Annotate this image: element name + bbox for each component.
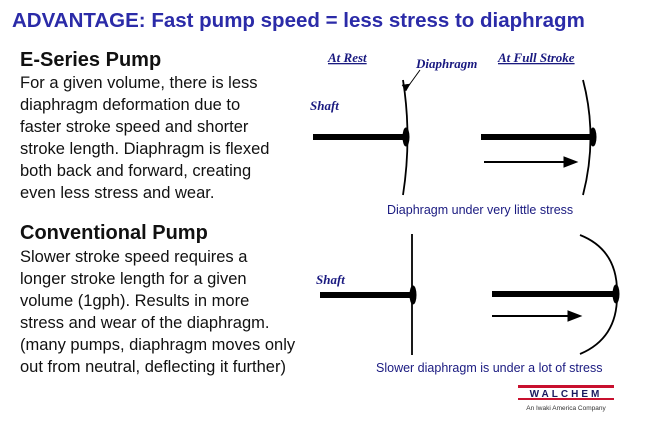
body-line: stress and wear of the diaphragm. bbox=[20, 314, 269, 332]
diagram-bottom bbox=[320, 234, 620, 355]
body-line: diaphragm deformation due to bbox=[20, 96, 240, 114]
section-heading: Conventional Pump bbox=[20, 222, 208, 244]
body-line: volume (1gph). Results in more bbox=[20, 292, 249, 310]
diagram-top bbox=[313, 69, 597, 196]
body-line: longer stroke length for a given bbox=[20, 270, 247, 288]
body-line: (many pumps, diaphragm moves only bbox=[20, 336, 296, 354]
body-line: even less stress and wear. bbox=[20, 184, 214, 202]
full-stroke-label: At Full Stroke bbox=[497, 50, 575, 65]
body-line: out from neutral, deflecting it further) bbox=[20, 358, 286, 376]
title: ADVANTAGE: Fast pump speed = less stress… bbox=[12, 9, 585, 32]
shaft-label: Shaft bbox=[316, 272, 345, 287]
body-line: Slower stroke speed requires a bbox=[20, 248, 248, 266]
body-line: both back and forward, creating bbox=[20, 162, 251, 180]
body-line: stroke length. Diaphragm is flexed bbox=[20, 140, 269, 158]
body-line: faster stroke speed and shorter bbox=[20, 118, 249, 136]
logo-tagline: An Iwaki America Company bbox=[526, 405, 606, 412]
section-heading: E-Series Pump bbox=[20, 49, 161, 71]
caption: Slower diaphragm is under a lot of stres… bbox=[376, 361, 603, 375]
section-body: For a given volume, there is less diaphra… bbox=[20, 74, 269, 202]
shaft-label: Shaft bbox=[310, 98, 339, 113]
diaphragm-label: Diaphragm bbox=[415, 56, 477, 71]
caption: Diaphragm under very little stress bbox=[387, 203, 573, 217]
logo-name: WALCHEM bbox=[530, 389, 603, 400]
section-body: Slower stroke speed requires a longer str… bbox=[20, 248, 296, 376]
at-rest-label: At Rest bbox=[327, 50, 367, 65]
body-line: For a given volume, there is less bbox=[20, 74, 258, 92]
logo: WALCHEM An Iwaki America Company bbox=[518, 385, 614, 412]
